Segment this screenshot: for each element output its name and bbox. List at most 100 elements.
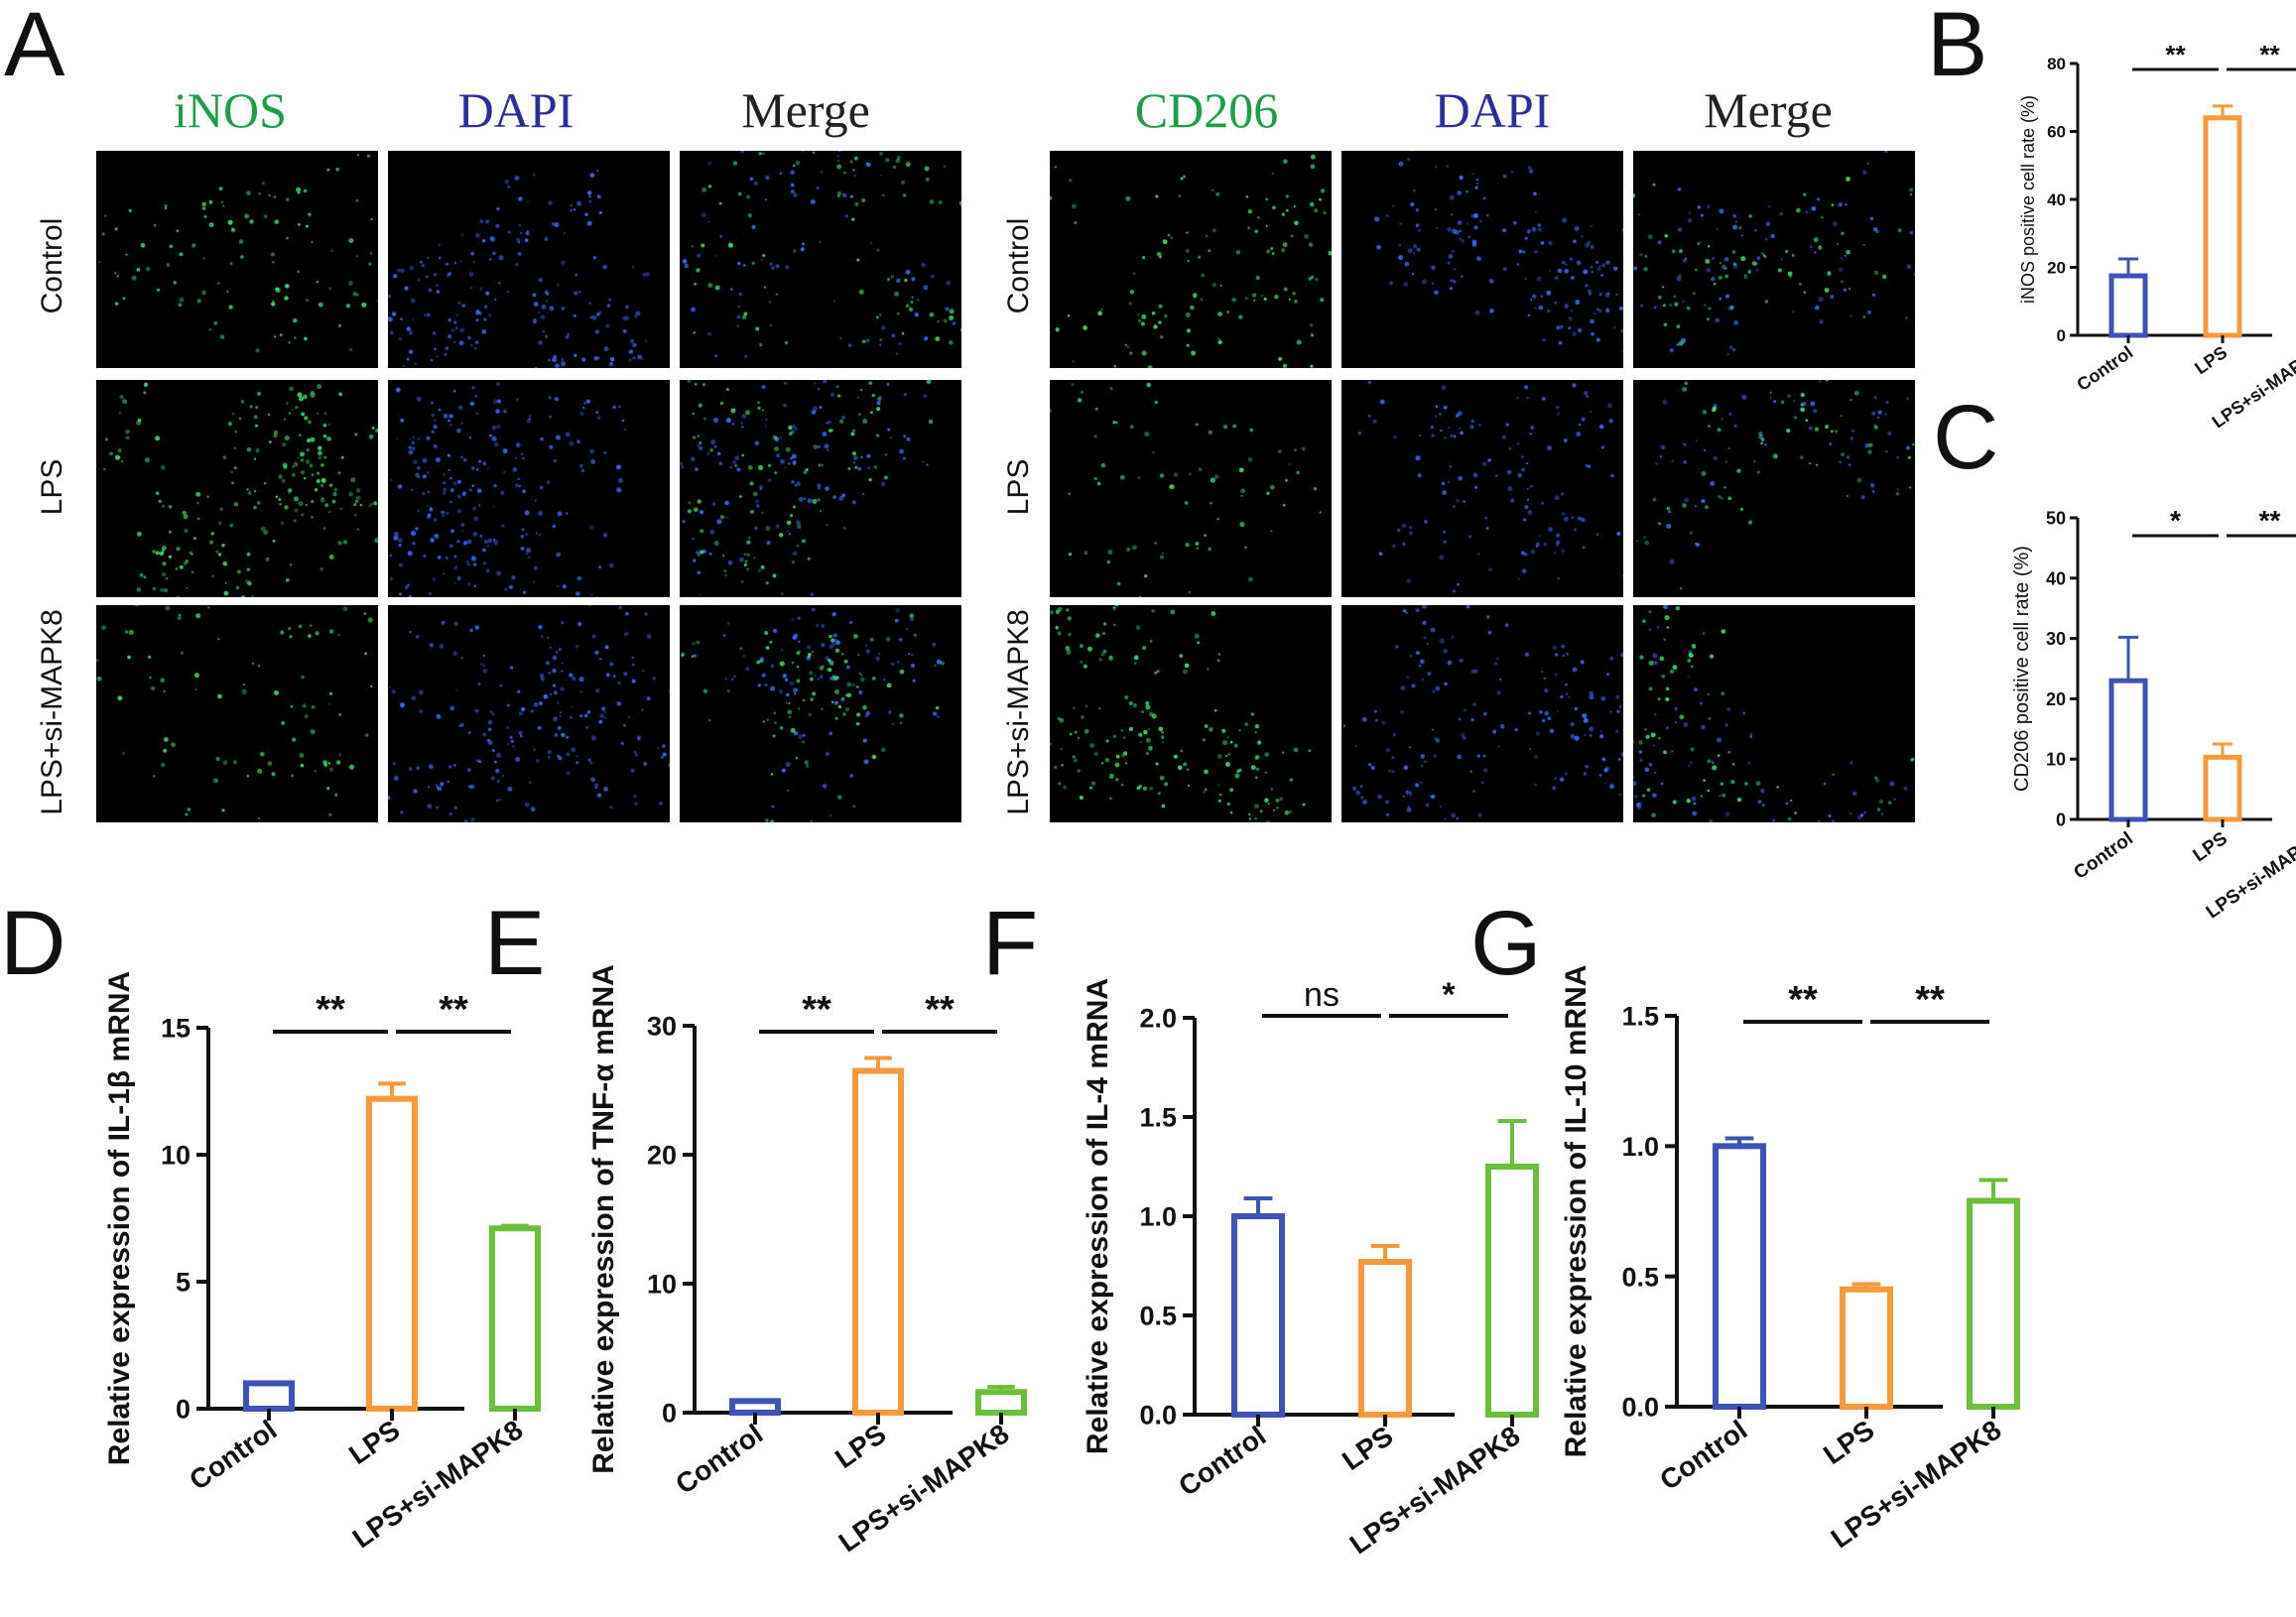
panel-letter-d: D bbox=[0, 893, 65, 994]
row-label-si-right: LPS+si-MAPK8 bbox=[1002, 609, 1035, 815]
y-tick-label: 40 bbox=[2046, 568, 2066, 588]
significance-label: ns bbox=[1304, 976, 1339, 1014]
panel-letter-a: A bbox=[4, 0, 65, 95]
y-tick-label: 10 bbox=[2046, 750, 2066, 770]
micrograph-right-1-1 bbox=[1341, 380, 1623, 597]
bar-lps bbox=[366, 1095, 418, 1413]
micrograph-right-2-1 bbox=[1341, 605, 1623, 822]
bar-control bbox=[1713, 1143, 1766, 1411]
row-label-lps-right: LPS bbox=[1002, 459, 1035, 516]
significance-label: ** bbox=[439, 989, 468, 1031]
panel-letter-f: F bbox=[982, 893, 1038, 994]
x-tick-label: Control bbox=[184, 1415, 282, 1496]
micrograph-left-0-1 bbox=[388, 151, 670, 368]
x-tick-label: Control bbox=[670, 1419, 768, 1500]
significance-label: ** bbox=[2259, 505, 2281, 536]
significance-label: ** bbox=[2259, 40, 2280, 69]
row-label-si-left: LPS+si-MAPK8 bbox=[36, 609, 68, 815]
y-tick-label: 10 bbox=[647, 1270, 677, 1300]
bar-lps bbox=[1840, 1286, 1893, 1411]
y-axis-label: iNOS positive cell rate (%) bbox=[2018, 95, 2038, 304]
y-tick-label: 15 bbox=[161, 1014, 191, 1044]
y-tick-label: 10 bbox=[161, 1141, 191, 1171]
bar-control bbox=[729, 1398, 781, 1417]
bar-lps bbox=[2203, 754, 2242, 822]
chart-d: 0 5 10 15 Relative expression of IL-1β mRNA C… bbox=[103, 971, 541, 1554]
chart-b: 0 20 40 60 80 iNOS positive cell rate (%) Cont… bbox=[2018, 40, 2296, 433]
y-tick-label: 80 bbox=[2047, 55, 2066, 73]
chart-f: 0.0 0.5 1.0 1.5 2.0 Relative expression of IL… bbox=[1082, 976, 1539, 1559]
header-dapi-right: DAPI bbox=[1435, 82, 1551, 138]
micrograph-right-0-0 bbox=[1050, 151, 1332, 368]
micrograph-grid bbox=[96, 151, 1915, 822]
x-tick-label: Control bbox=[1654, 1415, 1752, 1496]
y-tick-label: 1.0 bbox=[1139, 1202, 1177, 1232]
row-label-control-right: Control bbox=[1002, 218, 1035, 314]
panel-letter-c: C bbox=[1933, 387, 1998, 488]
y-axis-label: CD206 positive cell rate (%) bbox=[2011, 546, 2033, 792]
header-merge-left: Merge bbox=[741, 82, 870, 138]
bar-lps-si-mapk8 bbox=[1967, 1197, 2020, 1410]
y-tick-label: 50 bbox=[2046, 508, 2066, 528]
micrograph-left-0-0 bbox=[96, 151, 378, 368]
chart-g: 0.0 0.5 1.0 1.5 Relative expression of IL-10… bbox=[1560, 965, 2020, 1554]
y-tick-label: 60 bbox=[2047, 123, 2066, 142]
bar-lps-si-mapk8 bbox=[1485, 1164, 1539, 1418]
significance-label: ** bbox=[316, 989, 345, 1031]
micrograph-left-2-2 bbox=[680, 605, 961, 822]
y-tick-label: 0.0 bbox=[1139, 1401, 1177, 1430]
micrograph-right-0-2 bbox=[1633, 151, 1915, 368]
micrograph-left-1-0 bbox=[96, 380, 378, 597]
y-tick-label: 0 bbox=[662, 1399, 677, 1429]
micrograph-right-1-0 bbox=[1050, 380, 1332, 597]
y-tick-label: 0 bbox=[176, 1395, 191, 1425]
significance-label: * bbox=[2170, 505, 2181, 536]
bar-control bbox=[2108, 678, 2148, 822]
y-tick-label: 40 bbox=[2047, 190, 2066, 209]
y-tick-label: 0.5 bbox=[1139, 1302, 1177, 1331]
significance-label: ** bbox=[802, 989, 831, 1031]
y-tick-label: 2.0 bbox=[1139, 1004, 1177, 1034]
significance-label: ** bbox=[2165, 40, 2186, 69]
significance-label: ** bbox=[1788, 979, 1818, 1021]
significance-label: ** bbox=[925, 989, 955, 1031]
micrograph-left-0-2 bbox=[680, 151, 961, 368]
panel-letter-e: E bbox=[484, 893, 545, 994]
y-tick-label: 1.0 bbox=[1621, 1132, 1659, 1162]
x-tick-label: Control bbox=[2070, 828, 2136, 884]
chart-e: 0 10 20 30 Relative expression of TNF-α mRNA… bbox=[587, 964, 1027, 1557]
bar-control bbox=[2108, 273, 2148, 338]
micrograph-left-2-0 bbox=[96, 605, 378, 822]
bar-lps bbox=[2203, 115, 2242, 338]
bar-control bbox=[243, 1380, 295, 1413]
row-label-lps-left: LPS bbox=[36, 459, 68, 516]
x-tick-label: LPS bbox=[1337, 1421, 1398, 1477]
header-inos: iNOS bbox=[174, 82, 287, 138]
micrograph-right-2-0 bbox=[1050, 605, 1332, 822]
x-tick-label: LPS bbox=[1818, 1415, 1879, 1471]
micrograph-left-1-1 bbox=[388, 380, 670, 597]
header-merge-right: Merge bbox=[1704, 82, 1833, 138]
micrograph-right-1-2 bbox=[1633, 380, 1915, 597]
significance-label: * bbox=[1442, 976, 1456, 1014]
x-tick-label: LPS bbox=[343, 1415, 405, 1471]
y-tick-label: 0.5 bbox=[1621, 1262, 1659, 1292]
bar-control bbox=[1231, 1213, 1285, 1418]
y-axis-label: Relative expression of IL-1β mRNA bbox=[103, 971, 136, 1465]
micrograph-right-2-2 bbox=[1633, 605, 1915, 822]
x-tick-label: Control bbox=[1173, 1421, 1271, 1502]
y-tick-label: 30 bbox=[647, 1012, 677, 1042]
bar-lps-si-mapk8 bbox=[489, 1225, 541, 1412]
y-tick-label: 1.5 bbox=[1621, 1002, 1659, 1032]
row-label-control-left: Control bbox=[36, 218, 68, 314]
y-axis-label: Relative expression of TNF-α mRNA bbox=[587, 964, 620, 1474]
x-tick-label: LPS bbox=[2191, 342, 2231, 378]
y-tick-label: 0 bbox=[2056, 809, 2066, 829]
bar-lps-si-mapk8 bbox=[975, 1389, 1027, 1416]
y-tick-label: 20 bbox=[2047, 259, 2066, 278]
y-tick-label: 5 bbox=[176, 1268, 191, 1298]
y-axis-label: Relative expression of IL-10 mRNA bbox=[1560, 965, 1593, 1458]
y-tick-label: 1.5 bbox=[1139, 1103, 1177, 1133]
panel-letter-b: B bbox=[1927, 0, 1987, 95]
